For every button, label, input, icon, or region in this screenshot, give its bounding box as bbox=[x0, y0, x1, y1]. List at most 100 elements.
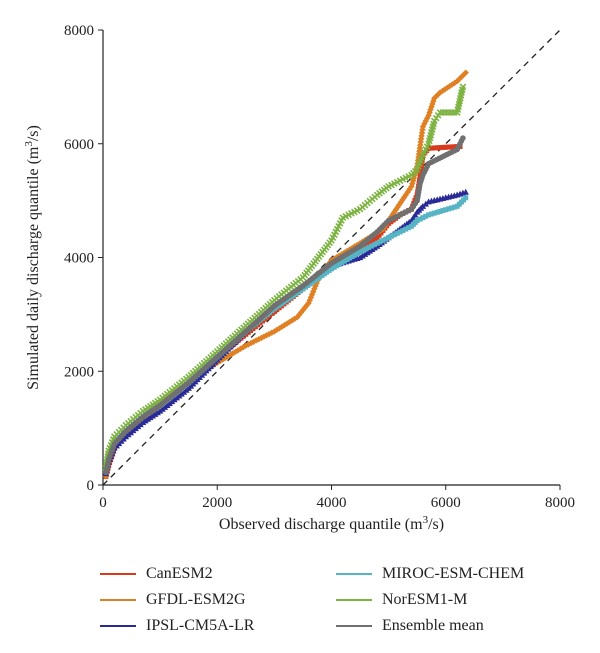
data-point bbox=[341, 255, 347, 261]
data-point bbox=[391, 208, 398, 216]
data-point bbox=[245, 341, 252, 348]
data-point bbox=[418, 132, 425, 140]
data-point bbox=[386, 235, 392, 241]
data-point bbox=[446, 206, 452, 212]
data-point bbox=[414, 157, 422, 164]
data-point bbox=[341, 258, 347, 264]
legend-swatch bbox=[336, 599, 372, 601]
data-point bbox=[440, 144, 446, 150]
legend-item: GFDL-ESM2G bbox=[100, 588, 246, 612]
data-point bbox=[399, 196, 406, 204]
y-tick-label: 4000 bbox=[64, 251, 94, 267]
legend-item: Ensemble mean bbox=[336, 614, 484, 638]
legend-swatch bbox=[336, 625, 372, 627]
legend-item: CanESM2 bbox=[100, 562, 213, 586]
data-point bbox=[419, 161, 425, 167]
data-point bbox=[331, 264, 337, 270]
data-point bbox=[417, 141, 424, 149]
x-tick-label: 0 bbox=[99, 495, 107, 511]
data-point bbox=[336, 261, 342, 267]
series-ensemble-mean bbox=[103, 135, 466, 476]
data-point bbox=[334, 263, 340, 269]
data-point bbox=[349, 253, 355, 259]
data-point bbox=[344, 257, 350, 263]
series-miroc-esm-chem bbox=[103, 195, 469, 474]
data-point bbox=[443, 144, 449, 150]
series-ipsl-cm5a-lr bbox=[102, 188, 469, 477]
y-ticks: 0 2000 4000 6000 8000 bbox=[64, 23, 103, 494]
data-point bbox=[354, 250, 360, 256]
data-point bbox=[420, 215, 426, 221]
data-point bbox=[391, 232, 397, 238]
data-point bbox=[451, 204, 457, 210]
data-point bbox=[377, 239, 383, 245]
series-group bbox=[102, 69, 469, 480]
data-point bbox=[363, 246, 369, 252]
data-point bbox=[349, 251, 355, 257]
data-point bbox=[354, 248, 360, 254]
y-axis-title: Simulated daily discharge quantile (m3/s… bbox=[23, 125, 42, 390]
data-point bbox=[416, 147, 423, 155]
data-point bbox=[414, 160, 421, 167]
legend-label: CanESM2 bbox=[146, 565, 213, 582]
data-point bbox=[406, 225, 412, 231]
y-axis-title-superscript: 3 bbox=[23, 141, 35, 147]
data-point bbox=[397, 199, 405, 206]
data-point bbox=[415, 154, 422, 161]
chart-svg: 0 2000 4000 6000 8000 0 2000 4000 6000 8000 Obse… bbox=[23, 23, 575, 533]
data-point bbox=[374, 240, 380, 246]
data-point bbox=[440, 208, 446, 214]
legend-label: NorESM1-M bbox=[382, 591, 468, 608]
data-point bbox=[415, 151, 423, 158]
data-point bbox=[403, 226, 409, 232]
data-point bbox=[434, 91, 442, 98]
data-point bbox=[446, 144, 452, 150]
data-point bbox=[414, 218, 420, 224]
legend: CanESM2 GFDL-ESM2G IPSL-CM5A-LR MIROC-ES… bbox=[100, 562, 580, 642]
data-point bbox=[431, 210, 437, 216]
data-point bbox=[426, 212, 432, 218]
data-point bbox=[416, 144, 424, 152]
data-point bbox=[383, 236, 389, 242]
data-point bbox=[463, 195, 469, 201]
x-axis-title: Observed discharge quantile (m3/s) bbox=[219, 514, 444, 533]
data-point bbox=[460, 135, 466, 141]
x-axis-title-end: /s) bbox=[428, 516, 444, 533]
data-point bbox=[388, 233, 394, 239]
data-point bbox=[394, 203, 401, 211]
data-point bbox=[418, 166, 424, 172]
series-noresm1-m bbox=[102, 83, 467, 472]
data-point bbox=[459, 83, 467, 91]
data-point bbox=[392, 206, 400, 213]
data-point bbox=[417, 135, 425, 143]
data-point bbox=[437, 208, 443, 214]
x-tick-label: 6000 bbox=[431, 495, 461, 511]
data-point bbox=[389, 211, 396, 218]
data-point bbox=[360, 247, 366, 253]
data-point bbox=[462, 69, 469, 76]
x-axis-title-superscript: 3 bbox=[423, 514, 429, 526]
data-point bbox=[448, 205, 454, 211]
data-point bbox=[329, 266, 334, 272]
data-point bbox=[371, 242, 377, 248]
legend-label: MIROC-ESM-CHEM bbox=[382, 565, 525, 582]
data-point bbox=[434, 145, 440, 151]
y-tick-label: 0 bbox=[87, 478, 95, 494]
legend-item: IPSL-CM5A-LR bbox=[100, 614, 254, 638]
data-point bbox=[400, 227, 406, 233]
data-point bbox=[368, 243, 374, 249]
data-point bbox=[242, 342, 250, 349]
data-point bbox=[404, 188, 411, 196]
data-point bbox=[336, 258, 342, 264]
x-tick-label: 2000 bbox=[202, 495, 232, 511]
data-point bbox=[419, 126, 426, 133]
data-point bbox=[396, 201, 403, 208]
legend-item: MIROC-ESM-CHEM bbox=[336, 562, 524, 586]
legend-label: IPSL-CM5A-LR bbox=[146, 617, 255, 634]
data-point bbox=[397, 229, 403, 235]
data-point bbox=[418, 129, 426, 137]
legend-swatch bbox=[100, 599, 136, 601]
data-point bbox=[352, 252, 358, 258]
data-point bbox=[422, 200, 429, 207]
x-axis-title-main: Observed discharge quantile (m bbox=[219, 516, 423, 533]
